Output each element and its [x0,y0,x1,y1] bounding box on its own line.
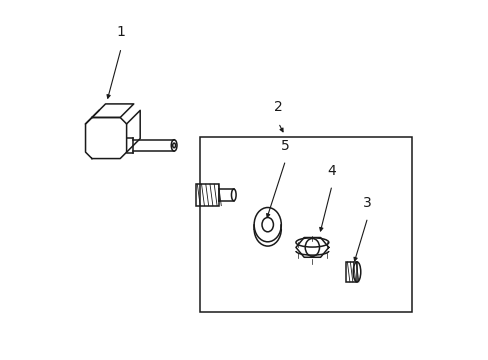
Text: 1: 1 [117,25,125,39]
Text: 2: 2 [273,100,282,114]
Bar [346,262,356,282]
Bar [200,137,411,312]
Text: 4: 4 [327,164,336,178]
Bar [196,184,219,206]
Text: 3: 3 [363,196,371,210]
Text: 5: 5 [281,139,289,153]
